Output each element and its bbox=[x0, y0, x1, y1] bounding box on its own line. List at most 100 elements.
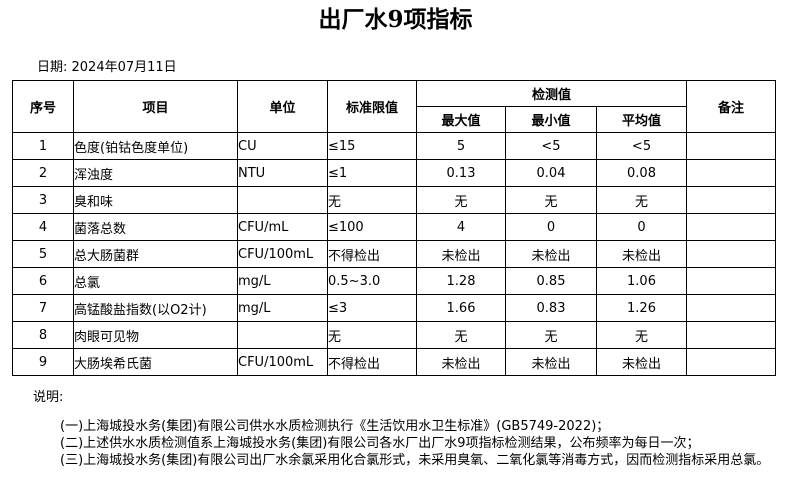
header-row-1: 序号 项目 单位 标准限值 检测值 备注 bbox=[12, 80, 777, 133]
row-limit: 无 bbox=[327, 321, 417, 349]
row-unit: NTU bbox=[237, 159, 328, 187]
header-detection: 检测值 bbox=[415, 80, 688, 107]
header-limit: 标准限值 bbox=[327, 80, 417, 133]
row-limit: ≤15 bbox=[327, 132, 417, 160]
row-avg: 未检出 bbox=[595, 240, 688, 268]
row-item: 菌落总数 bbox=[73, 213, 238, 241]
note-line: (二)上述供水水质检测值系上海城投水务(集团)有限公司各水厂出厂水9项指标检测结… bbox=[60, 436, 700, 451]
row-avg: 1.06 bbox=[595, 267, 688, 295]
row-limit: ≤1 bbox=[327, 159, 417, 187]
row-unit: CFU/mL bbox=[237, 213, 328, 241]
row-remark bbox=[686, 186, 777, 214]
row-avg: 0 bbox=[595, 213, 688, 241]
row-min: 未检出 bbox=[505, 348, 597, 376]
note-line: (三)上海城投水务(集团)有限公司出厂水余氯采用化合氯形式，未采用臭氧、二氧化氯… bbox=[60, 453, 770, 468]
report-date: 日期: 2024年07月11日 bbox=[37, 60, 177, 75]
row-unit: mg/L bbox=[237, 267, 328, 295]
row-avg: 未检出 bbox=[595, 348, 688, 376]
row-max: 5 bbox=[416, 132, 506, 160]
row-item: 总大肠菌群 bbox=[73, 240, 238, 268]
row-max: 无 bbox=[416, 321, 506, 349]
row-min: 未检出 bbox=[505, 240, 597, 268]
row-avg: <5 bbox=[595, 132, 688, 160]
row-no: 8 bbox=[12, 321, 74, 349]
row-limit: ≤100 bbox=[327, 213, 417, 241]
row-remark bbox=[686, 132, 777, 160]
row-unit: CFU/100mL bbox=[237, 240, 328, 268]
row-item: 高锰酸盐指数(以O2计) bbox=[73, 294, 238, 322]
table-row: 7 高锰酸盐指数(以O2计) mg/L ≤3 1.66 0.83 1.26 bbox=[12, 294, 777, 322]
table-row: 6 总氯 mg/L 0.5~3.0 1.28 0.85 1.06 bbox=[12, 267, 777, 295]
header-unit: 单位 bbox=[237, 80, 328, 133]
row-max: 1.28 bbox=[416, 267, 506, 295]
row-item: 臭和味 bbox=[73, 186, 238, 214]
row-item: 总氯 bbox=[73, 267, 238, 295]
row-no: 5 bbox=[12, 240, 74, 268]
row-max: 未检出 bbox=[416, 240, 506, 268]
table-row: 9 大肠埃希氏菌 CFU/100mL 不得检出 未检出 未检出 未检出 bbox=[12, 348, 777, 376]
header-remark: 备注 bbox=[686, 80, 777, 133]
row-max: 1.66 bbox=[416, 294, 506, 322]
row-no: 4 bbox=[12, 213, 74, 241]
row-avg: 无 bbox=[595, 186, 688, 214]
row-item: 浑浊度 bbox=[73, 159, 238, 187]
row-unit: CU bbox=[237, 132, 328, 160]
row-remark bbox=[686, 348, 777, 376]
table-row: 5 总大肠菌群 CFU/100mL 不得检出 未检出 未检出 未检出 bbox=[12, 240, 777, 268]
table-row: 4 菌落总数 CFU/mL ≤100 4 0 0 bbox=[12, 213, 777, 241]
row-limit: 不得检出 bbox=[327, 348, 417, 376]
row-item: 色度(铂钴色度单位) bbox=[73, 132, 238, 160]
row-min: 无 bbox=[505, 186, 597, 214]
row-min: 0.83 bbox=[505, 294, 597, 322]
row-unit bbox=[237, 321, 328, 349]
table-row: 3 臭和味 无 无 无 无 bbox=[12, 186, 777, 214]
row-unit: mg/L bbox=[237, 294, 328, 322]
row-no: 7 bbox=[12, 294, 74, 322]
table-row: 1 色度(铂钴色度单位) CU ≤15 5 <5 <5 bbox=[12, 132, 777, 160]
table-header: 序号 项目 单位 标准限值 检测值 备注 最大值 最小值 平均值 bbox=[12, 80, 777, 133]
note-line: (一)上海城投水务(集团)有限公司供水水质检测执行《生活饮用水卫生标准》(GB5… bbox=[60, 419, 610, 434]
row-avg: 无 bbox=[595, 321, 688, 349]
table-row: 2 浑浊度 NTU ≤1 0.13 0.04 0.08 bbox=[12, 159, 777, 187]
row-min: <5 bbox=[505, 132, 597, 160]
header-avg: 平均值 bbox=[595, 106, 688, 133]
row-max: 0.13 bbox=[416, 159, 506, 187]
row-limit: 0.5~3.0 bbox=[327, 267, 417, 295]
row-avg: 1.26 bbox=[595, 294, 688, 322]
row-avg: 0.08 bbox=[595, 159, 688, 187]
row-limit: ≤3 bbox=[327, 294, 417, 322]
notes-label: 说明: bbox=[33, 390, 64, 405]
row-remark bbox=[686, 240, 777, 268]
table-row: 8 肉眼可见物 无 无 无 无 bbox=[12, 321, 777, 349]
row-min: 0.04 bbox=[505, 159, 597, 187]
water-quality-table: 序号 项目 单位 标准限值 检测值 备注 最大值 最小值 平均值 1 色度(铂钴… bbox=[12, 80, 777, 376]
row-remark bbox=[686, 267, 777, 295]
row-no: 9 bbox=[12, 348, 74, 376]
header-max: 最大值 bbox=[416, 106, 506, 133]
row-unit: CFU/100mL bbox=[237, 348, 328, 376]
row-remark bbox=[686, 321, 777, 349]
table-body: 1 色度(铂钴色度单位) CU ≤15 5 <5 <5 2 浑浊度 NTU ≤1… bbox=[12, 132, 777, 376]
row-min: 0.85 bbox=[505, 267, 597, 295]
row-max: 4 bbox=[416, 213, 506, 241]
row-no: 3 bbox=[12, 186, 74, 214]
row-no: 6 bbox=[12, 267, 74, 295]
row-remark bbox=[686, 213, 777, 241]
header-item: 项目 bbox=[73, 80, 238, 133]
row-limit: 无 bbox=[327, 186, 417, 214]
page-title: 出厂水9项指标 bbox=[318, 6, 473, 33]
row-unit bbox=[237, 186, 328, 214]
row-limit: 不得检出 bbox=[327, 240, 417, 268]
row-max: 无 bbox=[416, 186, 506, 214]
row-min: 0 bbox=[505, 213, 597, 241]
row-item: 肉眼可见物 bbox=[73, 321, 238, 349]
row-max: 未检出 bbox=[416, 348, 506, 376]
row-item: 大肠埃希氏菌 bbox=[73, 348, 238, 376]
row-remark bbox=[686, 159, 777, 187]
row-min: 无 bbox=[505, 321, 597, 349]
header-no: 序号 bbox=[12, 80, 74, 133]
row-no: 2 bbox=[12, 159, 74, 187]
row-no: 1 bbox=[12, 132, 74, 160]
row-remark bbox=[686, 294, 777, 322]
header-min: 最小值 bbox=[505, 106, 597, 133]
